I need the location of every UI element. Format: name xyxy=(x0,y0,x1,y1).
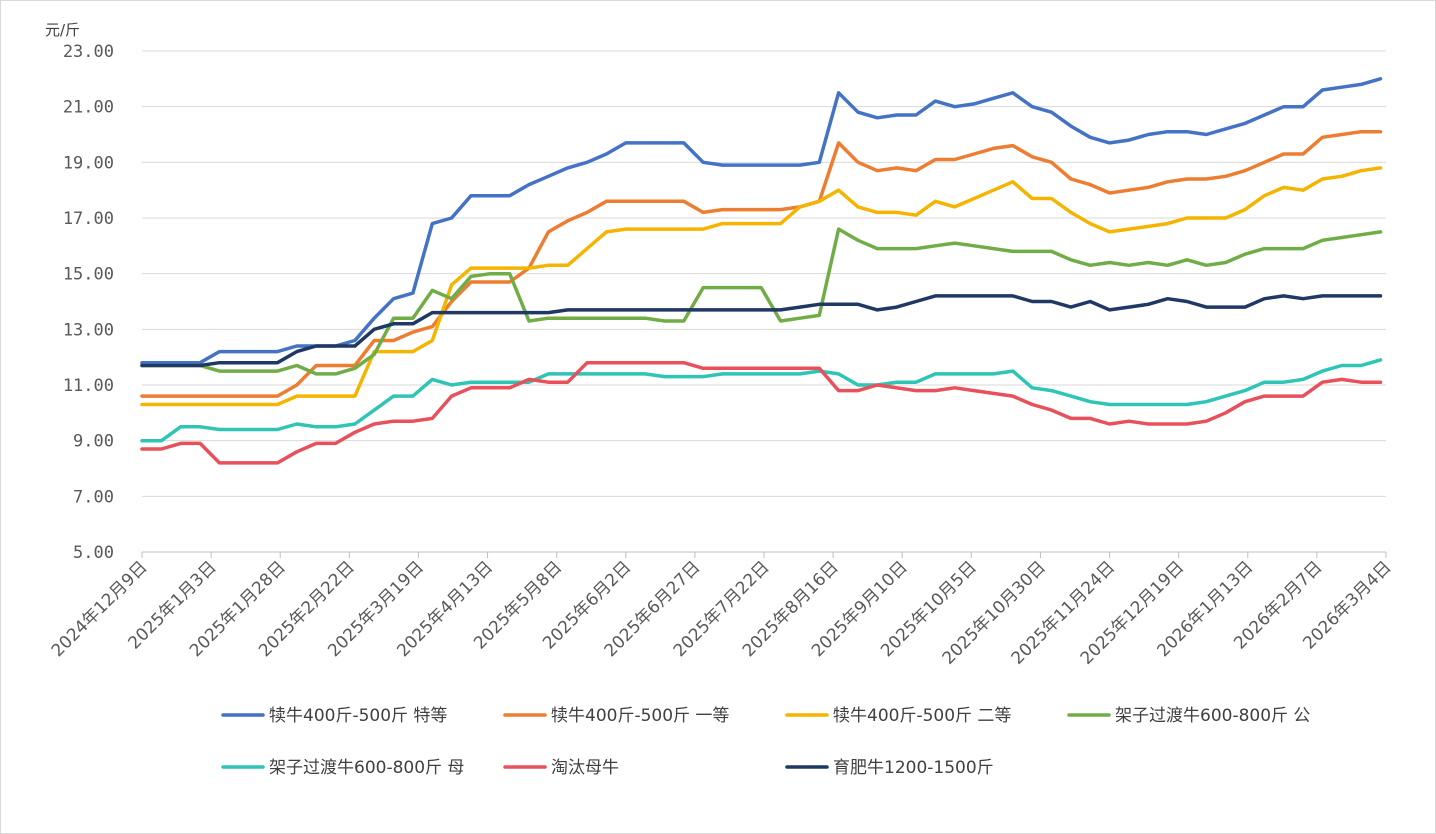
series-line-7 xyxy=(140,294,1383,368)
y-tick-label: 23.00 xyxy=(63,42,114,62)
legend-label-6: 淘汰母牛 xyxy=(551,758,619,778)
y-tick-label: 17.00 xyxy=(63,209,114,229)
legend-label-5: 架子过渡牛600-800斤 母 xyxy=(269,758,464,778)
series-line-1 xyxy=(140,77,1383,365)
legend-label-1: 犊牛400斤-500斤 特等 xyxy=(269,706,447,726)
legend: 犊牛400斤-500斤 特等 犊牛400斤-500斤 一等 犊牛400斤-500斤 … xyxy=(221,706,1310,778)
y-tick-label: 13.00 xyxy=(63,320,114,340)
legend-label-4: 架子过渡牛600-800斤 公 xyxy=(1115,706,1310,726)
series-line-6 xyxy=(140,360,1383,465)
series-line-3 xyxy=(140,166,1383,407)
y-tick-label: 11.00 xyxy=(63,376,114,396)
series-line-5 xyxy=(140,358,1383,443)
y-tick-label: 21.00 xyxy=(63,98,114,118)
y-tick-label: 7.00 xyxy=(73,487,114,507)
series-line-2 xyxy=(140,129,1383,398)
y-tick-label: 9.00 xyxy=(73,432,114,452)
series-line-4 xyxy=(140,227,1383,376)
gridlines xyxy=(142,50,1386,553)
legend-label-3: 犊牛400斤-500斤 二等 xyxy=(833,706,1011,726)
y-tick-label: 15.00 xyxy=(63,265,114,285)
legend-label-7: 育肥牛1200-1500斤 xyxy=(833,758,994,778)
legend-label-2: 犊牛400斤-500斤 一等 xyxy=(551,706,729,726)
y-tick-label: 19.00 xyxy=(63,153,114,173)
axes: 5.00 7.00 9.00 11.00 13.00 15.00 17.00 19.00 21.… xyxy=(48,42,1396,669)
y-tick-label: 5.00 xyxy=(73,543,114,563)
series-lines xyxy=(140,77,1383,465)
y-axis-label: 元/斤 xyxy=(45,21,80,39)
